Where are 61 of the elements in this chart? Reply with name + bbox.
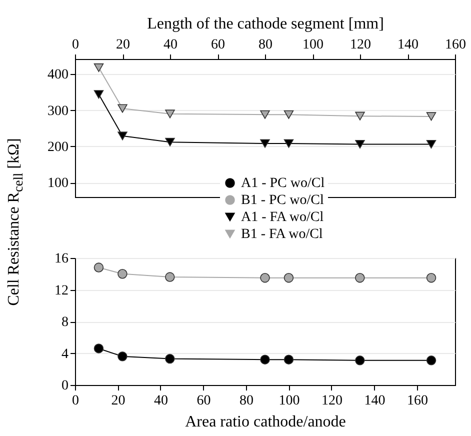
point (260, 110, 270, 119)
y-tick-label: 12 (54, 283, 68, 298)
legend-label: A1 - FA wo/Cl (241, 210, 324, 225)
x-tick-label: 40 (154, 394, 168, 408)
y-tick-label: 300 (48, 104, 68, 119)
x-tick-label: 100 (302, 38, 324, 52)
point (165, 354, 175, 364)
point (165, 110, 175, 118)
legend-label: B1 - FA wo/Cl (241, 227, 323, 242)
x-tick-label: 80 (258, 38, 272, 52)
point (284, 272, 294, 283)
point (94, 63, 104, 72)
y-tick-label: 0 (62, 378, 68, 394)
x-tick-label: 80 (239, 394, 254, 408)
point (426, 272, 436, 283)
point (284, 139, 294, 148)
y-tick-label: 400 (48, 68, 68, 83)
point (355, 272, 365, 283)
y-tick-label: 16 (54, 252, 68, 266)
point (426, 112, 436, 121)
point (94, 344, 104, 354)
point (165, 138, 175, 146)
x-tick-label: 60 (211, 38, 225, 52)
y-tick-label: 200 (48, 140, 68, 155)
point (118, 269, 128, 279)
point (118, 104, 128, 113)
x-tick-label: 120 (350, 38, 371, 52)
x-tick-label: 160 (406, 394, 428, 408)
point (165, 272, 175, 282)
x-tick-label: 0 (72, 394, 79, 408)
x-tick-label: 60 (196, 394, 211, 408)
point (260, 272, 270, 283)
x-tick-label: 140 (364, 394, 386, 408)
y-tick-label: 8 (62, 315, 68, 330)
x-tick-label: 100 (278, 394, 300, 408)
x-axis-title: Length of the cathode segment [mm] (147, 16, 384, 32)
point (426, 356, 436, 366)
x-tick-label: 20 (116, 38, 130, 52)
x-tick-label: 120 (321, 394, 342, 408)
point (284, 354, 294, 364)
x-tick-label: 20 (111, 394, 126, 408)
point (118, 132, 128, 140)
x-tick-label: 140 (398, 38, 418, 52)
x-tick-label: 160 (445, 38, 466, 52)
point (260, 354, 270, 364)
y-tick-label: 100 (48, 176, 68, 192)
y-tick-label: 4 (62, 346, 68, 362)
legend-label: B1 - PC wo/Cl (241, 193, 324, 208)
x-tick-label: 0 (72, 38, 79, 52)
point (284, 110, 294, 119)
x-tick-label: 40 (164, 38, 178, 52)
x-axis-title: Area ratio cathode/anode (185, 414, 346, 430)
point (94, 90, 104, 99)
point (426, 140, 436, 149)
legend-label: A1 - PC wo/Cl (241, 176, 325, 191)
point (355, 356, 365, 366)
point (260, 139, 270, 148)
point (118, 352, 128, 362)
point (355, 140, 365, 149)
point (94, 262, 104, 272)
point (355, 112, 365, 120)
